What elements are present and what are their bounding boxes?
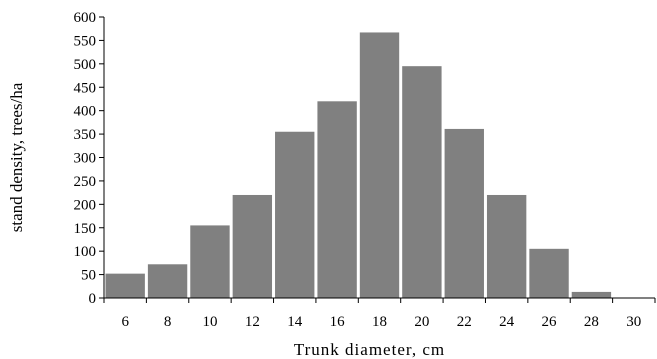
x-axis-title: Trunk diameter, cm — [294, 340, 445, 359]
y-tick-label: 50 — [81, 268, 96, 284]
y-tick-label: 0 — [89, 291, 97, 307]
y-ticks: 0 50 100 150 200 250 300 350 400 450 500 550 600 — [74, 10, 104, 307]
x-tick-label: 18 — [372, 314, 387, 330]
x-ticks: 6 8 10 12 14 16 18 20 22 24 26 28 30 — [103, 298, 656, 330]
bar-26 — [529, 248, 569, 298]
y-tick-label: 600 — [74, 10, 97, 26]
bar-24 — [486, 194, 527, 298]
x-tick-label: 6 — [121, 314, 129, 330]
x-tick-label: 24 — [499, 314, 515, 330]
bar-8 — [147, 264, 188, 298]
y-axis-title: stand density, trees/ha — [7, 82, 26, 232]
x-tick-label: 12 — [245, 314, 260, 330]
x-tick-label: 8 — [164, 314, 172, 330]
y-tick-label: 250 — [74, 174, 97, 190]
x-tick-label: 14 — [287, 314, 303, 330]
y-tick-label: 300 — [74, 151, 97, 167]
y-tick-label: 200 — [74, 197, 97, 213]
x-tick-label: 22 — [457, 314, 472, 330]
bar-6 — [105, 273, 145, 298]
y-tick-label: 350 — [74, 127, 97, 143]
bar-22 — [444, 128, 484, 298]
x-tick-label: 16 — [330, 314, 346, 330]
y-tick-label: 400 — [74, 104, 97, 120]
y-tick-label: 550 — [74, 33, 97, 49]
bar-28 — [571, 291, 612, 298]
x-tick-label: 28 — [584, 314, 599, 330]
x-tick-label: 26 — [542, 314, 558, 330]
y-tick-label: 100 — [74, 244, 97, 260]
bar-10 — [190, 225, 230, 298]
y-tick-label: 450 — [74, 80, 97, 96]
y-tick-label: 150 — [74, 221, 97, 237]
x-tick-label: 30 — [626, 314, 641, 330]
x-tick-label: 10 — [202, 314, 217, 330]
bar-16 — [317, 101, 357, 298]
x-tick-label: 20 — [414, 314, 429, 330]
bars-layer — [105, 32, 612, 299]
bar-20 — [402, 66, 442, 299]
bar-14 — [275, 131, 315, 298]
bar-12 — [232, 194, 273, 298]
bar-18 — [359, 32, 400, 299]
y-tick-label: 500 — [74, 57, 97, 73]
